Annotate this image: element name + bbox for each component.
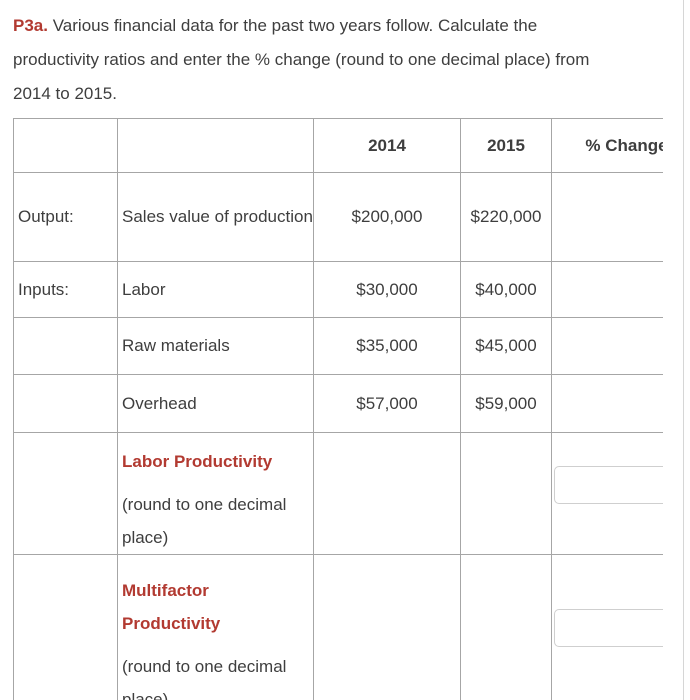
col-header-blank-item — [117, 118, 314, 173]
cell-item-labor: Labor — [117, 261, 314, 318]
cell-2014-multifactor-productivity — [313, 554, 461, 700]
cell-2014-overhead: $57,000 — [313, 374, 461, 433]
cell-2014-raw-materials: $35,000 — [313, 317, 461, 375]
cell-group-inputs: Inputs: — [13, 261, 118, 318]
problem-text: productivity ratios and enter the % chan… — [13, 50, 590, 69]
table-row-labor-productivity: Labor Productivity (round to one decimal… — [13, 432, 663, 555]
cell-2014-sales-value: $200,000 — [313, 172, 461, 262]
cell-2015-raw-materials: $45,000 — [460, 317, 552, 375]
problem-label: P3a. — [13, 16, 48, 35]
col-header-pct-change: % Change — [551, 118, 663, 173]
table-row-labor: Inputs: Labor $30,000 $40,000 — [13, 261, 663, 318]
cell-item-sales-value: Sales value of production — [117, 172, 314, 262]
cell-item-overhead: Overhead — [117, 374, 314, 433]
cell-group-blank — [13, 554, 118, 700]
cell-pct-change-raw-materials — [551, 317, 663, 375]
multifactor-productivity-pct-change-input[interactable] — [554, 609, 663, 647]
table-row-raw-materials: Raw materials $35,000 $45,000 — [13, 317, 663, 375]
cell-2015-sales-value: $220,000 — [460, 172, 552, 262]
cell-group-blank — [13, 374, 118, 433]
cell-pct-change-sales-value — [551, 172, 663, 262]
problem-text: Various financial data for the past two … — [52, 16, 538, 35]
col-header-blank-group — [13, 118, 118, 173]
cell-group-blank — [13, 432, 118, 555]
problem-text: 2014 to 2015. — [13, 84, 117, 103]
problem-statement-line: P3a. Various financial data for the past… — [13, 16, 537, 35]
multifactor-productivity-title: Multifactor Productivity — [122, 581, 221, 633]
cell-labor-productivity-label: Labor Productivity (round to one decimal… — [117, 432, 314, 555]
table-clip-region: 2014 2015 % Change Output: Sales value o… — [13, 118, 663, 700]
cell-group-output: Output: — [13, 172, 118, 262]
cell-pct-change-multifactor-productivity — [551, 554, 663, 700]
labor-productivity-note: (round to one decimal place) — [122, 495, 287, 547]
cell-multifactor-productivity-label: Multifactor Productivity (round to one d… — [117, 554, 314, 700]
multifactor-productivity-note: (round to one decimal place) — [122, 657, 287, 700]
cell-group-blank — [13, 317, 118, 375]
cell-2014-labor: $30,000 — [313, 261, 461, 318]
cell-pct-change-overhead — [551, 374, 663, 433]
problem-statement: P3a. Various financial data for the past… — [13, 9, 673, 111]
table-row-overhead: Overhead $57,000 $59,000 — [13, 374, 663, 433]
cell-2015-labor: $40,000 — [460, 261, 552, 318]
table-row-multifactor-productivity: Multifactor Productivity (round to one d… — [13, 554, 663, 700]
col-header-2015: 2015 — [460, 118, 552, 173]
cell-2015-labor-productivity — [460, 432, 552, 555]
cell-pct-change-labor-productivity — [551, 432, 663, 555]
labor-productivity-pct-change-input[interactable] — [554, 466, 663, 504]
table-header-row: 2014 2015 % Change — [13, 118, 663, 173]
table-row-output: Output: Sales value of production $200,0… — [13, 172, 663, 262]
labor-productivity-title: Labor Productivity — [122, 452, 273, 471]
cell-2015-overhead: $59,000 — [460, 374, 552, 433]
cell-2015-multifactor-productivity — [460, 554, 552, 700]
cell-item-raw-materials: Raw materials — [117, 317, 314, 375]
cell-pct-change-labor — [551, 261, 663, 318]
cell-2014-labor-productivity — [313, 432, 461, 555]
productivity-table: 2014 2015 % Change Output: Sales value o… — [13, 118, 663, 700]
col-header-2014: 2014 — [313, 118, 461, 173]
